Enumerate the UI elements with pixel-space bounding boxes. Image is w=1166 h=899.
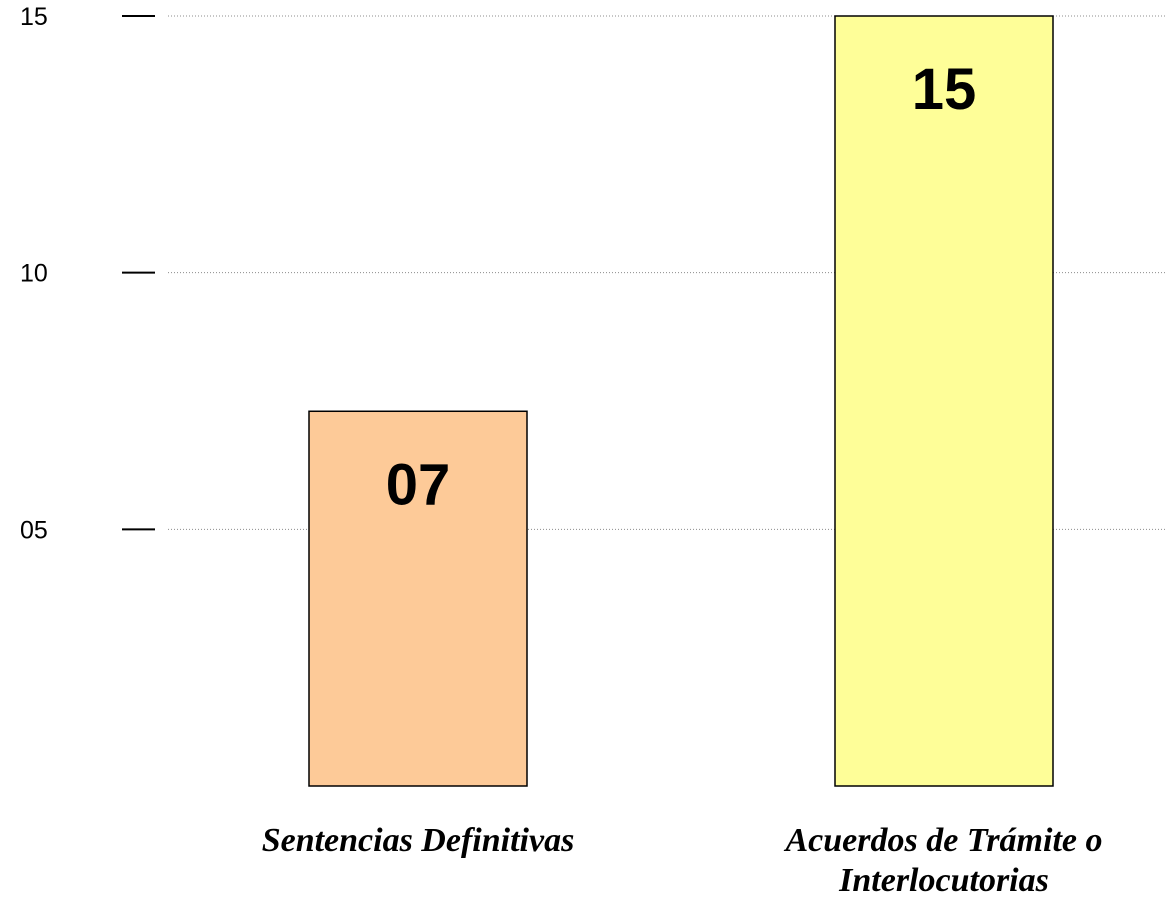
y-axis: 05 10 15: [20, 3, 155, 544]
bars: 07 15: [308, 15, 1054, 787]
bar-value-label: 07: [386, 452, 451, 517]
category-label: Interlocutorias: [838, 862, 1049, 899]
y-tick-label: 10: [20, 260, 48, 288]
category-axis: Sentencias Definitivas Acuerdos de Trámit…: [262, 822, 1103, 899]
bar: [834, 15, 1054, 787]
bar-value-label: 15: [912, 57, 977, 122]
y-tick-label: 15: [20, 3, 48, 31]
bar: [308, 410, 528, 787]
category-label: Acuerdos de Trámite o: [784, 822, 1103, 859]
category-label: Sentencias Definitivas: [262, 822, 575, 859]
y-tick-label: 05: [20, 516, 48, 544]
